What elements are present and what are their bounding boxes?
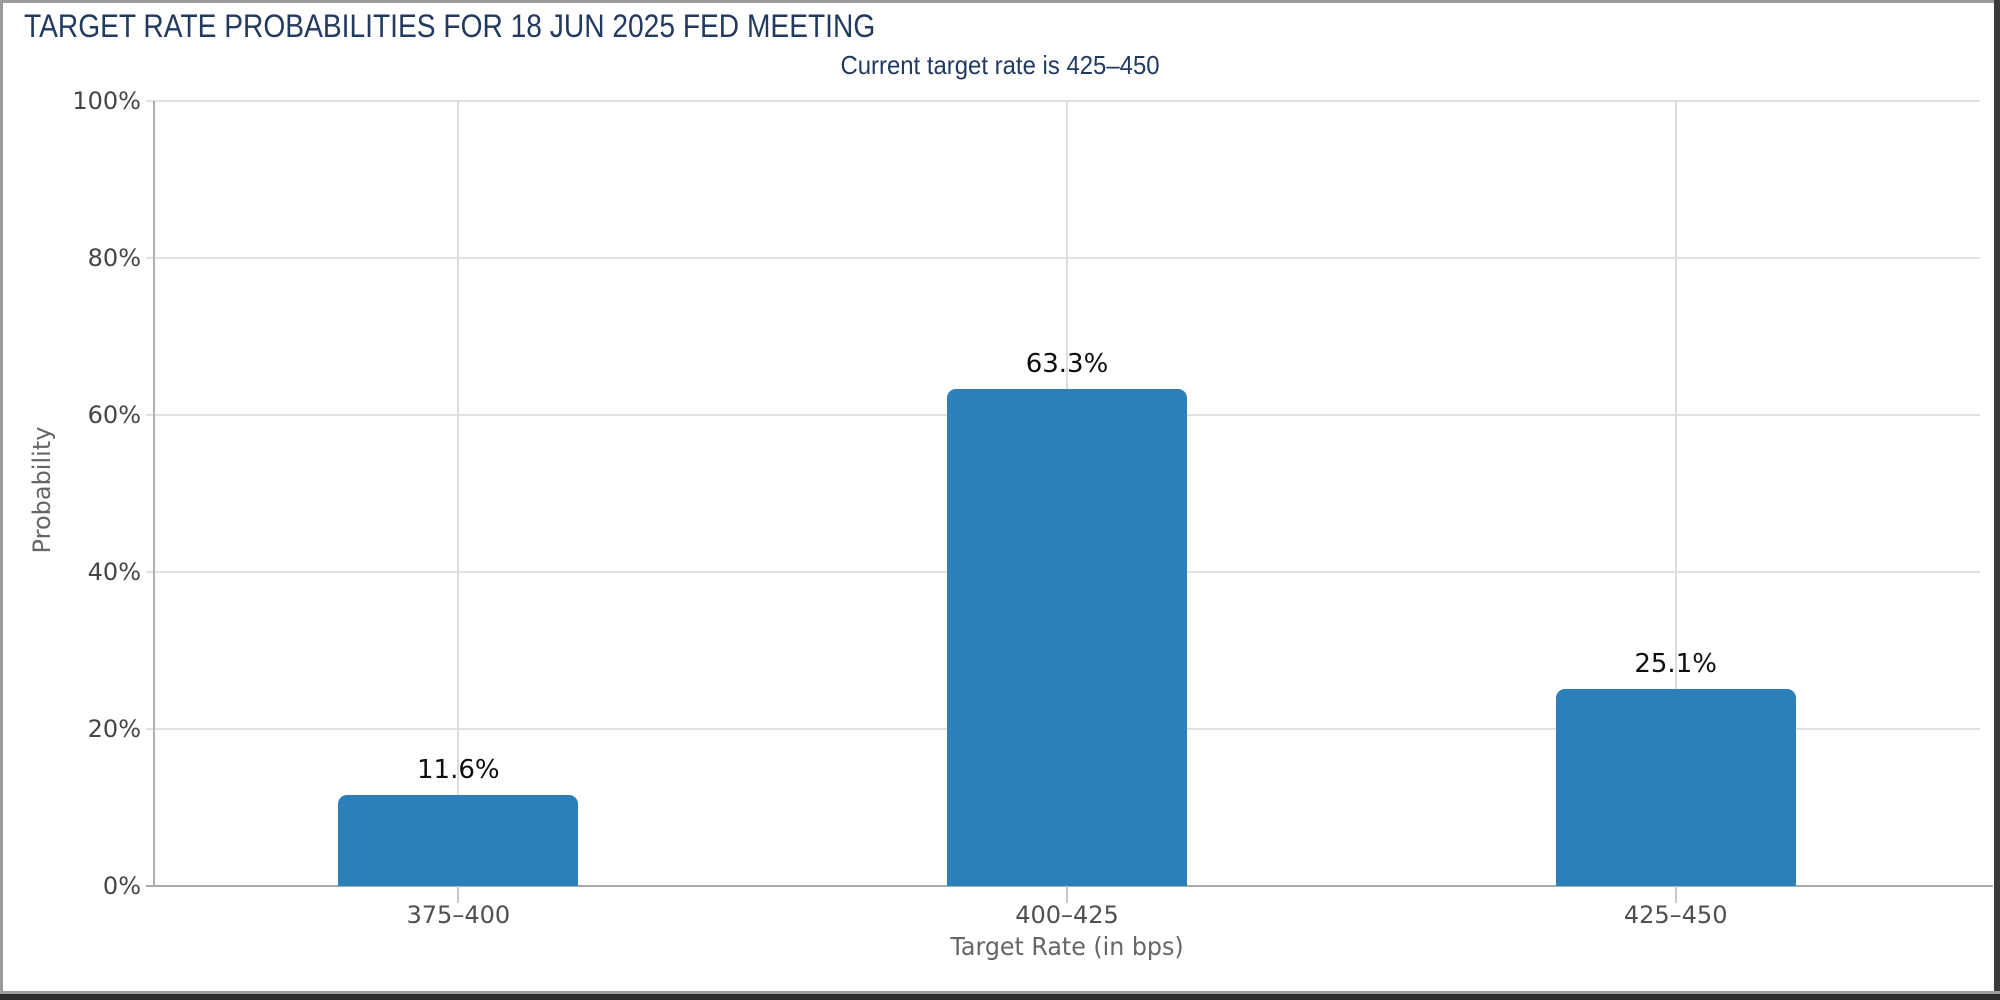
bar-400-425[interactable] [947, 389, 1187, 886]
bar-value-label: 25.1% [1634, 648, 1717, 679]
y-tick-label: 100% [72, 87, 141, 115]
chart-subtitle: Current target rate is 425–450 [840, 50, 1160, 80]
y-tick-label: 0% [102, 872, 141, 900]
gridline-horizontal [146, 100, 1980, 102]
y-axis-line [153, 101, 155, 887]
x-axis-tick [457, 886, 460, 903]
y-tick-label: 60% [87, 401, 141, 429]
y-tick-label: 40% [87, 558, 141, 586]
window-border-bottom-inner [0, 991, 2000, 994]
x-tick-label: 400–425 [1015, 901, 1119, 929]
bar-425-450[interactable] [1555, 688, 1796, 886]
bar-375-400[interactable] [338, 794, 579, 886]
y-tick-label: 80% [87, 244, 141, 272]
bar-value-label: 11.6% [417, 754, 500, 785]
window-border-bottom-outer [0, 994, 2000, 1000]
x-axis-tick [1066, 886, 1068, 903]
gridline-vertical [1674, 101, 1677, 886]
y-tick-label: 20% [87, 715, 141, 743]
y-axis-title: Probability [28, 426, 56, 554]
window-border-left [0, 0, 3, 1000]
x-tick-label: 425–450 [1623, 901, 1728, 929]
chart-title: TARGET RATE PROBABILITIES FOR 18 JUN 202… [24, 8, 876, 44]
x-axis-baseline [146, 885, 1993, 887]
x-axis-title: Target Rate (in bps) [950, 932, 1184, 961]
x-axis-tick [1674, 886, 1677, 903]
x-tick-label: 375–400 [406, 901, 511, 929]
bar-value-label: 63.3% [1025, 349, 1109, 380]
window-border-top [0, 0, 2000, 3]
window-border-right [1994, 0, 2000, 1000]
gridline-vertical [457, 101, 460, 886]
gridline-horizontal [146, 257, 1980, 259]
